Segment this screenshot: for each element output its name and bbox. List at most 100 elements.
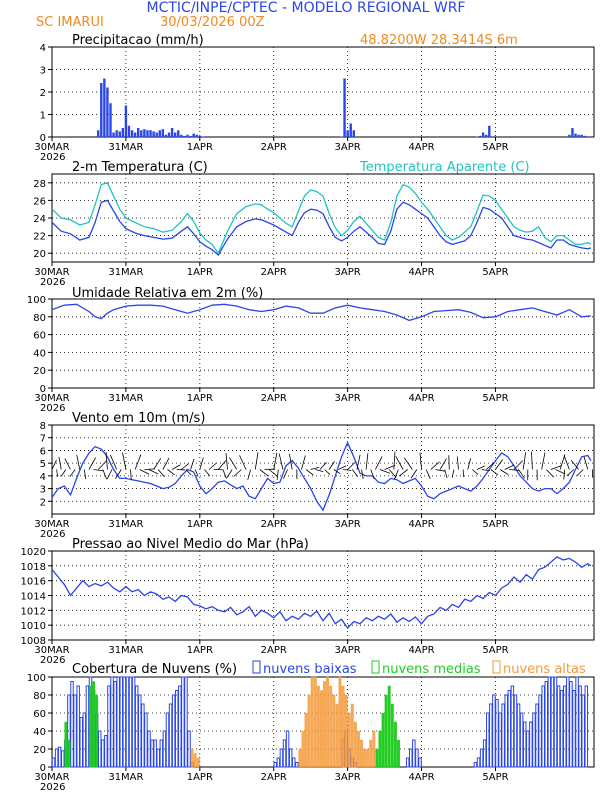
cloud-bar-0 [517,704,519,767]
panel-0-xtick-label: 5APR [482,142,508,153]
cloud-bar-0 [508,691,510,768]
panel-5-ytick-label: 20 [33,745,46,756]
cloud-bar-2 [326,677,328,767]
cloud-bar-0 [570,682,572,768]
panel-2-ytick-label: 60 [33,331,46,342]
cloud-bar-0 [71,682,73,768]
precip-bar [146,130,148,137]
cloud-bar-2 [311,677,313,767]
legend-low-label: nuvens baixas [263,662,357,677]
wind-barb [154,458,161,469]
wind-barb [107,470,112,480]
cloud-bar-2 [366,749,368,767]
cloud-bar-0 [542,686,544,767]
cloud-bar-2 [357,731,359,767]
cloud-bar-0 [496,700,498,768]
precip-bar [119,131,121,137]
cloud-bar-1 [388,686,390,767]
wind-barb [61,470,66,477]
wind-barb [380,470,390,474]
panel-1-xtick-label: 31MAR [108,267,143,278]
precip-bar [140,130,142,137]
panel-5-ytick-label: 60 [33,709,46,720]
cloud-bar-0 [151,740,153,767]
legend-mid-label: nuvens medias [382,662,481,677]
wind-barb [167,470,174,475]
cloud-bar-2 [363,749,365,767]
cloud-bar-0 [564,686,566,767]
panel-0-ytick-label: 3 [40,66,46,77]
wind-barb [564,470,565,480]
cloud-bar-0 [493,695,495,767]
precip-bar [97,130,99,137]
cloud-bar-0 [406,758,408,767]
cloud-bar-0 [80,718,82,768]
cloud-bar-0 [160,740,162,767]
panel-5-xtick-label: 2APR [261,772,287,783]
precip-bar [577,135,579,137]
temp-title: 2-m Temperatura (C) [72,160,208,175]
panel-2-xtick-label: 2APR [261,393,287,404]
panel-3-year-label: 2026 [40,529,65,540]
cloud-bar-0 [55,749,57,767]
panel-5-ytick-label: 100 [27,673,46,684]
cloud-bar-0 [520,713,522,767]
cloud-bar-0 [83,713,85,767]
panel-5-ytick-label: 40 [33,727,46,738]
cloud-bar-2 [336,704,338,767]
wind-barb [385,465,395,469]
cloud-bar-0 [573,691,575,768]
precip-bar [199,136,201,137]
precip-bar [580,135,582,137]
cloud-bar-0 [576,677,578,767]
panel-5-xtick-label: 4APR [408,772,434,783]
cloud-title: Cobertura de Nuvens (%) [72,662,237,677]
wind-barb [505,465,515,470]
cloud-bar-0 [86,686,88,767]
cloud-bar-0 [567,677,569,767]
panel-4-ytick-label: 1012 [21,606,46,617]
panel-3-xtick-label: 1APR [187,519,213,530]
precip-bar [568,135,570,137]
precip-bar [131,130,133,137]
wind-barb [343,470,351,471]
legend-high-box [493,661,500,673]
cloud-bar-0 [179,686,181,767]
cloud-bar-2 [191,749,193,767]
panel-4-ytick-label: 1010 [21,621,46,632]
cloud-bar-0 [293,758,295,767]
precip-bar [149,130,151,137]
cloud-bar-1 [385,695,387,767]
cloud-bar-1 [391,704,393,767]
precip-bar [168,133,170,138]
cloud-bar-2 [354,722,356,767]
wind-barb [306,470,313,475]
panel-2-xtick-label: 31MAR [108,393,143,404]
legend-high-label: nuvens altas [503,662,586,677]
wind-barb [394,452,395,470]
panel-1-ytick-label: 24 [33,214,46,225]
precip-bar [479,136,481,137]
cloud-bar-0 [166,713,168,767]
panel-2-ytick-label: 100 [27,295,46,306]
cloud-bar-2 [373,731,375,767]
wind-barb [542,452,545,469]
panel-2-xtick-label: 1APR [187,393,213,404]
cloud-bar-0 [126,677,128,767]
precip-bar [115,130,117,137]
cloud-bar-2 [320,691,322,768]
cloud-bar-0 [117,677,119,767]
wind-barb [163,458,169,470]
precip-bar [186,135,188,137]
panel-4-ytick-label: 1018 [21,562,46,573]
cloud-bar-2 [305,713,307,767]
cloud-bar-2 [323,682,325,768]
panel-3-ytick-label: 4 [40,472,46,483]
cloud-bar-0 [120,677,122,767]
panel-3-xtick-label: 5APR [482,519,508,530]
cloud-bar-2 [339,677,341,767]
panel-4-ytick-label: 1014 [21,592,46,603]
cloud-bar-0 [582,695,584,767]
